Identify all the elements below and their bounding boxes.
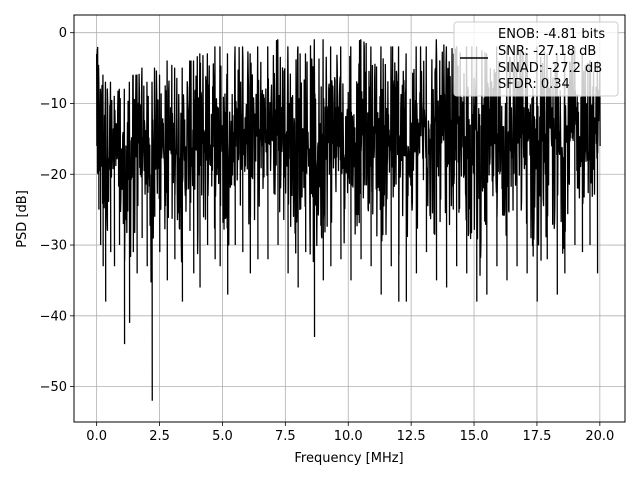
x-tick-label: 7.5 — [275, 429, 296, 444]
plot-frame — [73, 14, 626, 423]
x-tick-label: 17.5 — [522, 429, 551, 444]
y-tick-label: −50 — [40, 380, 67, 395]
x-tick-label: 15.0 — [460, 429, 489, 444]
psd-line — [95, 39, 601, 401]
legend-entry-enob: ENOB: -4.81 bits — [498, 27, 605, 42]
x-tick-label: 0.0 — [86, 429, 107, 444]
x-tick-label: 2.5 — [149, 429, 170, 444]
legend-entry-sfdr: SFDR: 0.34 — [498, 77, 570, 92]
y-tick-label: −20 — [40, 168, 67, 183]
legend-entry-snr: SNR: -27.18 dB — [498, 44, 596, 59]
y-tick-label: −10 — [40, 97, 67, 112]
y-tick-label: −30 — [40, 239, 67, 254]
x-tick-label: 12.5 — [397, 429, 426, 444]
x-tick-label: 10.0 — [334, 429, 363, 444]
y-tick-label: −40 — [40, 309, 67, 324]
x-axis-ticks: 0.0 2.5 5.0 7.5 10.0 12.5 15.0 17.5 20.0 — [86, 422, 614, 444]
y-tick-label: 0 — [59, 26, 67, 41]
x-tick-label: 20.0 — [585, 429, 614, 444]
x-axis-label: Frequency [MHz] — [294, 451, 403, 466]
legend: ENOB: -4.81 bits SNR: -27.18 dB SINAD: -… — [453, 21, 619, 97]
y-axis-ticks: 0 −10 −20 −30 −40 −50 — [40, 26, 74, 395]
legend-box — [453, 21, 619, 97]
legend-entry-sinad: SINAD: -27.2 dB — [498, 61, 602, 76]
psd-series — [95, 39, 601, 401]
y-axis-label: PSD [dB] — [15, 190, 30, 248]
x-tick-label: 5.0 — [212, 429, 233, 444]
